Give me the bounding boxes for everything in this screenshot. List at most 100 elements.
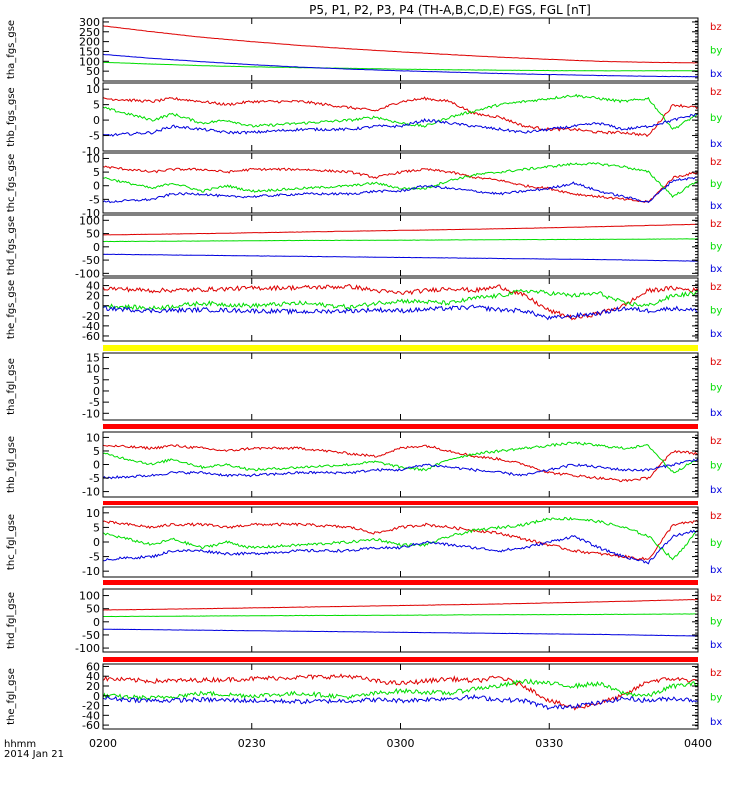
panel-frame bbox=[102, 663, 699, 730]
panel-ylabel: tha_fgl_gse bbox=[6, 358, 17, 415]
y-tick-label: 0 bbox=[93, 690, 100, 703]
series-group bbox=[103, 93, 698, 138]
series-line-by bbox=[103, 288, 698, 311]
y-tick-label: -100 bbox=[75, 267, 100, 280]
legend-bx: bx bbox=[710, 329, 722, 340]
y-tick-label: 40 bbox=[86, 280, 100, 293]
series-group bbox=[103, 162, 698, 204]
y-tick-label: -40 bbox=[82, 709, 100, 722]
y-tick-label: 10 bbox=[86, 431, 100, 444]
y-tick-label: -5 bbox=[89, 551, 100, 564]
series-line-bz bbox=[103, 165, 698, 204]
panel-separator-band-3 bbox=[103, 580, 698, 585]
series-line-bx bbox=[103, 694, 698, 711]
y-tick-label: 10 bbox=[86, 507, 100, 520]
panel-ylabel: thd_fgs_gse bbox=[6, 216, 17, 275]
y-tick-label: -10 bbox=[82, 565, 100, 578]
series-line-bz bbox=[103, 284, 698, 321]
panel-ylabel: thc_fgs_gse bbox=[6, 154, 17, 213]
figure-title: P5, P1, P2, P3, P4 (TH-A,B,C,D,E) FGS, F… bbox=[309, 3, 591, 17]
y-tick-label: -100 bbox=[75, 642, 100, 655]
y-tick-label: 0 bbox=[93, 616, 100, 629]
y-tick-label: 50 bbox=[86, 228, 100, 241]
series-group bbox=[103, 441, 698, 483]
y-tick-label: 0 bbox=[93, 536, 100, 549]
x-tick-label: 0300 bbox=[387, 737, 415, 750]
y-tick-label: -5 bbox=[89, 130, 100, 143]
legend-by: by bbox=[710, 383, 722, 394]
panel-ylabel: the_fgl_gse bbox=[6, 668, 17, 725]
legend-bx: bx bbox=[710, 640, 722, 651]
series-line-by bbox=[103, 678, 698, 702]
panel-frame bbox=[102, 82, 699, 152]
legend-by: by bbox=[710, 693, 722, 704]
legend-by: by bbox=[710, 538, 722, 549]
series-line-bz bbox=[103, 96, 698, 138]
y-tick-label: 300 bbox=[79, 16, 100, 29]
y-tick-label: -40 bbox=[82, 320, 100, 333]
panel-separator-band-4 bbox=[103, 657, 698, 662]
legend-bx: bx bbox=[710, 485, 722, 496]
panel-frame bbox=[102, 352, 699, 421]
y-tick-label: 10 bbox=[86, 83, 100, 96]
legend-bz: bz bbox=[710, 87, 722, 98]
y-tick-label: 5 bbox=[93, 374, 100, 387]
y-tick-label: 50 bbox=[86, 65, 100, 78]
panel-thb_fgs_gse: 10 5 0 -5 -10 thb_fgs_gse bz by bx bbox=[6, 82, 722, 158]
series-line-bx bbox=[103, 529, 698, 565]
y-tick-label: 0 bbox=[93, 114, 100, 127]
legend-by: by bbox=[710, 306, 722, 317]
legend-bz: bz bbox=[710, 219, 722, 230]
y-tick-label: -20 bbox=[82, 310, 100, 323]
legend-bz: bz bbox=[710, 282, 722, 293]
y-tick-label: 0 bbox=[93, 459, 100, 472]
y-tick-label: 150 bbox=[79, 45, 100, 58]
series-line-bx bbox=[103, 628, 698, 637]
panel-separator-band-0 bbox=[103, 345, 698, 351]
x-tick-label: 0400 bbox=[684, 737, 712, 750]
y-tick-label: 20 bbox=[86, 680, 100, 693]
series-line-by bbox=[103, 61, 698, 72]
series-line-by bbox=[103, 441, 698, 474]
series-line-bx bbox=[103, 458, 698, 480]
series-line-by bbox=[103, 162, 698, 198]
legend-by: by bbox=[710, 113, 722, 124]
legend-bx: bx bbox=[710, 264, 722, 275]
y-tick-label: -5 bbox=[89, 193, 100, 206]
panel-thc_fgl_gse: 105 0 -5-10 thc_fgl_gse bz by bx bbox=[6, 506, 722, 578]
y-tick-label: -10 bbox=[82, 145, 100, 158]
panel-frame bbox=[102, 214, 699, 277]
panel-ylabel: thb_fgs_gse bbox=[6, 87, 17, 146]
legend-by: by bbox=[710, 242, 722, 253]
legend-bz: bz bbox=[710, 668, 722, 679]
legend-bz: bz bbox=[710, 22, 722, 33]
y-tick-label: 5 bbox=[93, 166, 100, 179]
y-tick-label: 60 bbox=[86, 660, 100, 673]
y-tick-label: -10 bbox=[82, 407, 100, 420]
legend-by: by bbox=[710, 46, 722, 57]
panel-frame bbox=[102, 506, 699, 578]
series-line-by bbox=[103, 93, 698, 130]
series-line-bz bbox=[103, 598, 698, 611]
legend-bx: bx bbox=[710, 69, 722, 80]
panel-ylabel: tha_fgs_gse bbox=[6, 20, 17, 79]
legend-bz: bz bbox=[710, 157, 722, 168]
legend-bx: bx bbox=[710, 408, 722, 419]
x-axis-label: hhmm bbox=[4, 739, 36, 750]
series-line-bz bbox=[103, 223, 698, 236]
y-tick-label: 250 bbox=[79, 26, 100, 39]
x-tick-label: 0230 bbox=[238, 737, 266, 750]
series-group bbox=[103, 598, 698, 637]
y-tick-label: 10 bbox=[86, 152, 100, 165]
series-group bbox=[103, 284, 698, 321]
y-tick-label: 100 bbox=[79, 590, 100, 603]
y-tick-label: 20 bbox=[86, 290, 100, 303]
panel-frame bbox=[102, 588, 699, 653]
